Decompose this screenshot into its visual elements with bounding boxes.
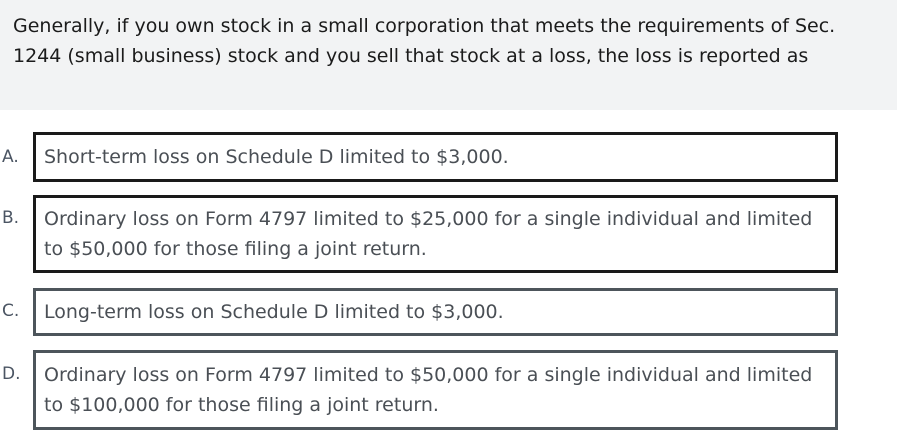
option-letter: D.: [2, 364, 21, 384]
option-letter: A.: [2, 147, 19, 167]
question-text: Generally, if you own stock in a small c…: [0, 0, 897, 110]
answer-option-box[interactable]: Long-term loss on Schedule D limited to …: [33, 288, 838, 336]
answer-option-box[interactable]: Ordinary loss on Form 4797 limited to $2…: [33, 195, 838, 273]
option-letter: B.: [2, 208, 20, 228]
option-label: Ordinary loss on Form 4797 limited to $2…: [44, 208, 813, 260]
option-label: Long-term loss on Schedule D limited to …: [44, 301, 504, 323]
option-label: Ordinary loss on Form 4797 limited to $5…: [44, 364, 813, 416]
option-label: Short-term loss on Schedule D limited to…: [44, 146, 509, 168]
answer-option-c[interactable]: C. Long-term loss on Schedule D limited …: [0, 288, 840, 336]
answer-option-box[interactable]: Short-term loss on Schedule D limited to…: [33, 132, 838, 182]
answer-option-b[interactable]: B. Ordinary loss on Form 4797 limited to…: [0, 195, 840, 273]
option-letter: C.: [2, 301, 20, 321]
answer-option-d[interactable]: D. Ordinary loss on Form 4797 limited to…: [0, 350, 840, 430]
answer-option-box[interactable]: Ordinary loss on Form 4797 limited to $5…: [33, 350, 838, 430]
answer-option-a[interactable]: A. Short-term loss on Schedule D limited…: [0, 132, 840, 182]
